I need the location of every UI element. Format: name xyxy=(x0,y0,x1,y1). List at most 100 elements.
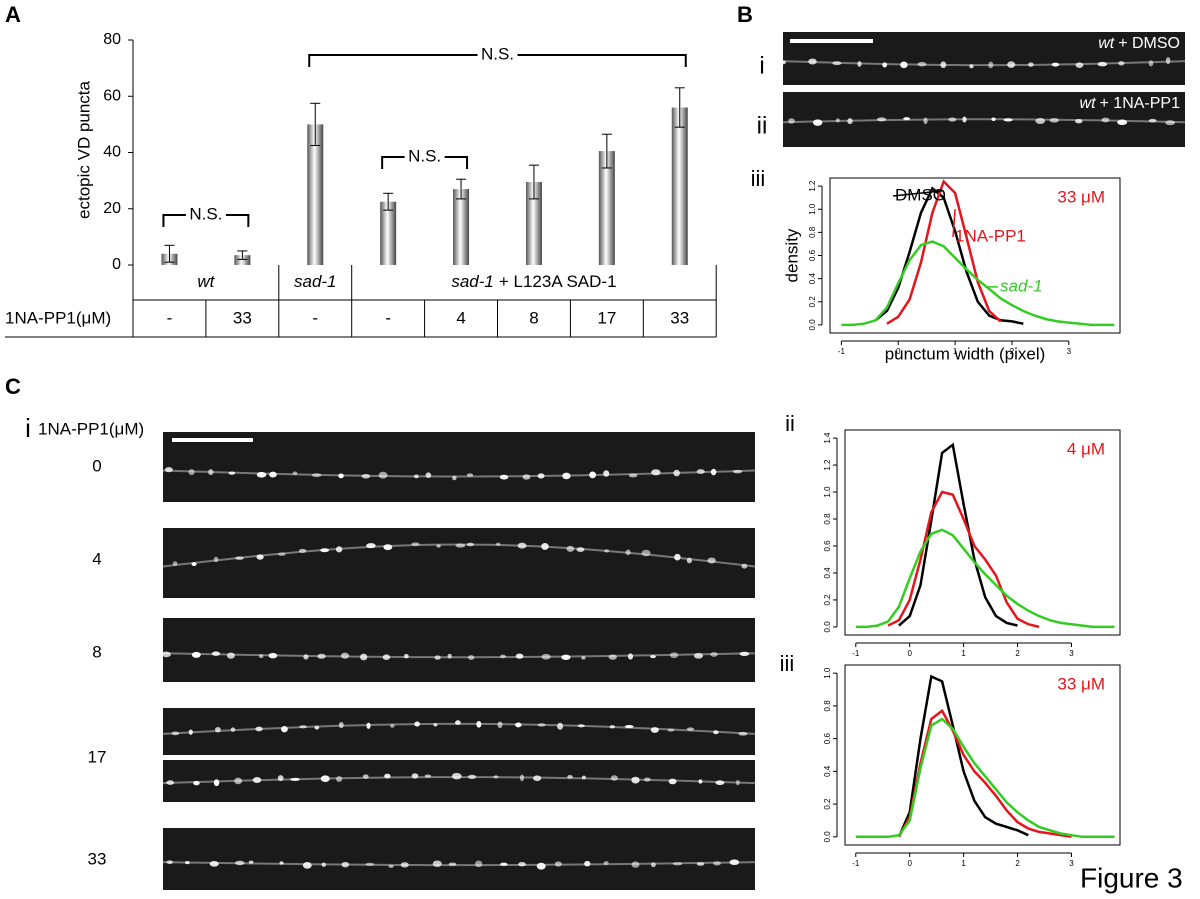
punctum xyxy=(338,473,344,479)
punctum xyxy=(603,861,609,866)
dose-cell: 8 xyxy=(529,308,538,327)
dose-label: 33 μM xyxy=(1057,187,1105,206)
punctum xyxy=(467,774,477,779)
annotation: N.S. xyxy=(408,146,441,165)
punctum xyxy=(362,774,369,779)
punctum xyxy=(292,471,298,475)
y-tick-label: 60 xyxy=(103,87,121,104)
x-tick-label: 1 xyxy=(961,859,966,868)
dose-label: 17 xyxy=(88,747,107,766)
punctum xyxy=(166,860,173,864)
punctum xyxy=(214,727,221,733)
punctum xyxy=(713,730,719,735)
x-tick-label: 0 xyxy=(896,347,901,356)
punctum xyxy=(554,861,562,867)
punctum xyxy=(230,727,236,732)
plot-frame xyxy=(844,664,1121,846)
punctum xyxy=(631,776,640,784)
punctum xyxy=(651,862,656,868)
punctum xyxy=(541,653,551,660)
density-curve xyxy=(897,674,1029,838)
group-cell: sad-1 xyxy=(294,272,337,291)
group-cell: sad-1 + L123A SAD-1 xyxy=(451,272,616,291)
group-cell: wt xyxy=(197,272,215,291)
dose-cell: - xyxy=(312,308,318,327)
density-curve xyxy=(898,442,1018,627)
y-tick-label: 1.0 xyxy=(823,486,832,498)
panel-numeral: iii xyxy=(751,166,766,191)
y-tick-label: 1.2 xyxy=(808,180,817,192)
punctum xyxy=(693,652,704,659)
y-tick-label: 0.6 xyxy=(823,540,832,552)
punctum xyxy=(414,721,420,727)
punctum xyxy=(172,561,178,566)
label-arrow xyxy=(892,189,943,197)
punctum xyxy=(541,542,549,550)
punctum xyxy=(650,727,659,733)
dose-cell: 33 xyxy=(233,308,252,327)
punctum xyxy=(340,652,350,659)
punctum xyxy=(674,553,681,561)
bar xyxy=(598,151,615,265)
punctum xyxy=(382,654,391,660)
y-tick-label: 0.8 xyxy=(823,700,832,712)
punctum xyxy=(425,472,432,478)
punctum xyxy=(1049,118,1059,123)
punctum xyxy=(519,774,525,782)
image-numeral: ii xyxy=(757,112,768,139)
micrograph xyxy=(161,618,756,682)
micrograph xyxy=(162,432,756,502)
punctum xyxy=(277,775,284,782)
plot-frame xyxy=(829,177,1121,334)
punctum xyxy=(411,542,420,546)
punctum xyxy=(780,60,786,65)
punctum xyxy=(566,545,575,552)
punctum xyxy=(268,652,278,659)
punctum xyxy=(732,469,743,474)
y-tick-label: 0.0 xyxy=(823,621,832,633)
punctum xyxy=(604,549,609,553)
micrograph-bg xyxy=(163,708,755,755)
bar xyxy=(525,182,542,265)
dose-cell: - xyxy=(385,308,391,327)
punctum xyxy=(739,651,750,656)
punctum xyxy=(808,58,817,65)
transgene: + L123A SAD-1 xyxy=(499,272,617,291)
bracket xyxy=(381,156,469,169)
y-tick-label: 0.6 xyxy=(808,249,817,261)
micrograph-bg xyxy=(163,828,755,890)
y-tick-label: 0.0 xyxy=(823,831,832,843)
punctum xyxy=(917,62,927,67)
punctum xyxy=(390,723,395,728)
punctum xyxy=(696,469,705,474)
punctum xyxy=(171,731,180,736)
neurite xyxy=(782,60,1186,67)
genotype: wt xyxy=(1098,35,1115,52)
punctum xyxy=(1051,62,1060,67)
y-tick-label: 80 xyxy=(103,31,121,48)
punctum xyxy=(624,725,634,729)
punctum xyxy=(360,653,368,661)
bar xyxy=(453,189,470,265)
punctum xyxy=(476,720,482,728)
punctum xyxy=(499,474,509,480)
punctum xyxy=(209,860,219,867)
punctum xyxy=(668,778,677,785)
y-tick-label: 0 xyxy=(112,256,121,273)
punctum xyxy=(903,117,911,121)
annotation: N.S. xyxy=(481,44,514,63)
punctum xyxy=(278,552,286,556)
punctum xyxy=(164,467,173,473)
dose-label: 0 xyxy=(92,456,101,475)
micrograph xyxy=(162,828,756,890)
punctum xyxy=(433,723,438,727)
punctum xyxy=(302,861,312,869)
image-label: wt + DMSO xyxy=(1098,35,1180,52)
punctum xyxy=(388,864,394,868)
punctum xyxy=(1148,118,1157,123)
punctum xyxy=(497,721,503,729)
punctum xyxy=(474,860,483,868)
bar xyxy=(671,107,688,265)
punctum xyxy=(518,861,526,867)
punctum xyxy=(290,777,300,781)
